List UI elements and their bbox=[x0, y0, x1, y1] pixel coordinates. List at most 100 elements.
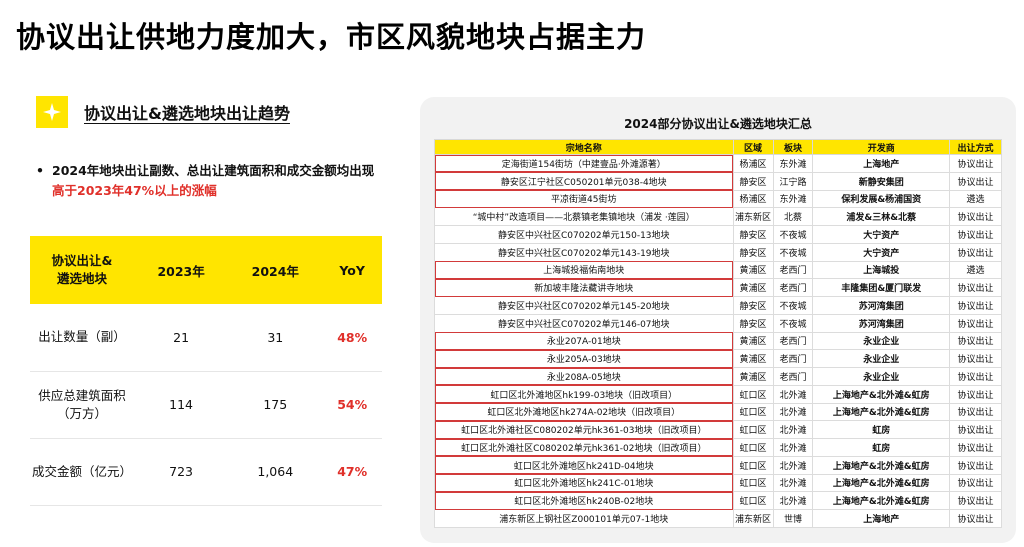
plot-row: 虹口区北外滩地区hk240B-02地块 虹口区 北外滩 上海地产&北外滩&虹房 协议出让 bbox=[434, 491, 1002, 510]
plot-method-cell: 协议出让 bbox=[949, 402, 1002, 422]
plot-name-cell: 虹口区北外滩地区hk199-03地块（旧改项目） bbox=[434, 384, 734, 404]
plots-header-district: 区域 bbox=[732, 139, 774, 155]
plot-developer-cell: 虹房 bbox=[812, 438, 951, 457]
plot-block-cell: 北外滩 bbox=[772, 438, 814, 457]
plot-method-cell: 协议出让 bbox=[949, 491, 1002, 510]
stats-yoy: 54% bbox=[322, 371, 382, 439]
stats-header-category: 协议出让& 遴选地块 bbox=[30, 236, 134, 304]
plot-row: 永业205A-03地块 黄浦区 老西门 永业企业 协议出让 bbox=[434, 349, 1002, 368]
plot-row: 静安区中兴社区C070202单元150-13地块 静安区 不夜城 大宁资产 协议出让 bbox=[434, 225, 1002, 244]
stats-header-2023: 2023年 bbox=[134, 236, 229, 304]
plot-row: 虹口区北外滩社区C080202单元hk361-02地块（旧改项目） 虹口区 北外滩虹… bbox=[434, 438, 1002, 457]
plot-district-cell: 黄浦区 bbox=[732, 278, 774, 297]
plot-district-cell: 虹口区 bbox=[732, 473, 774, 493]
stats-row: 成交金额（亿元） 723 1,064 47% bbox=[30, 438, 382, 506]
plots-table-title: 2024部分协议出让&遴选地块汇总 bbox=[624, 117, 812, 131]
plot-district-cell: 虹口区 bbox=[732, 420, 774, 439]
bullet-dot: • bbox=[36, 163, 44, 178]
plots-header-developer: 开发商 bbox=[812, 139, 951, 155]
plot-block-cell: 北蔡 bbox=[772, 207, 814, 226]
plot-row: “城中村”改造项目——北蔡镇老集镇地块（浦发 ·莲园） 浦东新区 北蔡 浦发&三林&北… bbox=[434, 207, 1002, 226]
plot-method-cell: 协议出让 bbox=[949, 420, 1002, 439]
plot-row: 虹口区北外滩地区hk199-03地块（旧改项目） 虹口区 北外滩 上海地产&北外滩&虹… bbox=[434, 384, 1002, 404]
plots-table: 宗地名称 区域 板块 开发商 出让方式 定海街道154街坊（中建壹品·外滩源著）… bbox=[434, 139, 1002, 528]
plot-row: 静安区中兴社区C070202单元146-07地块 静安区 不夜城 苏河湾集团 协议出让 bbox=[434, 313, 1002, 333]
page-title: 协议出让供地力度加大，市区风貌地块占据主力 bbox=[16, 20, 647, 54]
plot-name-cell: “城中村”改造项目——北蔡镇老集镇地块（浦发 ·莲园） bbox=[434, 207, 734, 226]
plot-block-cell: 北外滩 bbox=[772, 455, 814, 475]
plot-name-cell: 虹口区北外滩地区hk240B-02地块 bbox=[434, 491, 734, 510]
plot-developer-cell: 上海城投 bbox=[812, 260, 951, 280]
plot-district-cell: 虹口区 bbox=[732, 438, 774, 457]
plots-header-block: 板块 bbox=[772, 139, 814, 155]
bullet-body: 2024年地块出让副数、总出让建筑面积和成交金额均出现高于2023年47%以上的… bbox=[52, 161, 381, 201]
stats-label: 成交金额（亿元） bbox=[30, 438, 134, 506]
plot-district-cell: 虹口区 bbox=[732, 455, 774, 475]
plot-method-cell: 协议出让 bbox=[949, 154, 1002, 173]
plot-name-cell: 新加坡丰隆法藏讲寺地块 bbox=[434, 278, 734, 297]
plot-developer-cell: 苏河湾集团 bbox=[812, 313, 951, 333]
plot-row: 永业208A-05地块 黄浦区 老西门 永业企业 协议出让 bbox=[434, 367, 1002, 386]
plot-method-cell: 协议出让 bbox=[949, 225, 1002, 244]
plot-name-cell: 定海街道154街坊（中建壹品·外滩源著） bbox=[434, 154, 734, 173]
plot-district-cell: 虹口区 bbox=[732, 402, 774, 422]
plot-name-cell: 浦东新区上钢社区Z000101单元07-1地块 bbox=[434, 509, 734, 528]
section-header: 协议出让&遴选地块出让趋势 bbox=[36, 96, 290, 128]
plot-developer-cell: 永业企业 bbox=[812, 349, 951, 368]
plots-panel: 2024部分协议出让&遴选地块汇总 宗地名称 区域 板块 开发商 出让方式 定海… bbox=[420, 97, 1016, 543]
plot-name-cell: 静安区中兴社区C070202单元143-19地块 bbox=[434, 242, 734, 262]
plots-header-method: 出让方式 bbox=[949, 139, 1002, 155]
stats-row: 供应总建筑面积 （万方） 114 175 54% bbox=[30, 371, 382, 439]
plot-method-cell: 协议出让 bbox=[949, 367, 1002, 386]
plot-district-cell: 静安区 bbox=[732, 313, 774, 333]
plot-method-cell: 协议出让 bbox=[949, 278, 1002, 297]
plot-district-cell: 杨浦区 bbox=[732, 189, 774, 209]
plot-developer-cell: 保利发展&杨浦国资 bbox=[812, 189, 951, 209]
plot-district-cell: 黄浦区 bbox=[732, 367, 774, 386]
plot-name-cell: 虹口区北外滩地区hk274A-02地块（旧改项目） bbox=[434, 402, 734, 422]
plot-name-cell: 虹口区北外滩地区hk241C-01地块 bbox=[434, 473, 734, 493]
plot-row: 静安区中兴社区C070202单元145-20地块 静安区 不夜城 苏河湾集团 协议出让 bbox=[434, 296, 1002, 315]
plot-row: 虹口区北外滩社区C080202单元hk361-03地块（旧改项目） 虹口区 北外滩虹… bbox=[434, 420, 1002, 439]
plot-name-cell: 静安区中兴社区C070202单元150-13地块 bbox=[434, 225, 734, 244]
plot-block-cell: 北外滩 bbox=[772, 420, 814, 439]
plot-name-cell: 平凉街道45街坊 bbox=[434, 189, 734, 209]
plot-district-cell: 虹口区 bbox=[732, 491, 774, 510]
plot-row: 新加坡丰隆法藏讲寺地块 黄浦区 老西门 丰隆集团&厦门联发 协议出让 bbox=[434, 278, 1002, 297]
plot-name-cell: 虹口区北外滩社区C080202单元hk361-03地块（旧改项目） bbox=[434, 420, 734, 439]
plot-developer-cell: 上海地产 bbox=[812, 154, 951, 173]
plot-block-cell: 北外滩 bbox=[772, 491, 814, 510]
plot-developer-cell: 永业企业 bbox=[812, 367, 951, 386]
plot-district-cell: 浦东新区 bbox=[732, 207, 774, 226]
plot-name-cell: 静安区中兴社区C070202单元146-07地块 bbox=[434, 313, 734, 333]
plot-block-cell: 老西门 bbox=[772, 367, 814, 386]
plots-table-body: 定海街道154街坊（中建壹品·外滩源著） 杨浦区 东外滩 上海地产 协议出让 静安区江宁社… bbox=[434, 154, 1002, 528]
plot-block-cell: 东外滩 bbox=[772, 189, 814, 209]
stats-header-2024: 2024年 bbox=[228, 236, 323, 304]
plot-method-cell: 协议出让 bbox=[949, 242, 1002, 262]
plot-method-cell: 协议出让 bbox=[949, 296, 1002, 315]
summary-bullet: • 2024年地块出让副数、总出让建筑面积和成交金额均出现高于2023年47%以… bbox=[36, 161, 381, 201]
plot-developer-cell: 新静安集团 bbox=[812, 171, 951, 191]
plot-method-cell: 遴选 bbox=[949, 189, 1002, 209]
plot-method-cell: 协议出让 bbox=[949, 331, 1002, 351]
plot-name-cell: 永业205A-03地块 bbox=[434, 349, 734, 368]
plot-row: 平凉街道45街坊 杨浦区 东外滩 保利发展&杨浦国资 遴选 bbox=[434, 189, 1002, 209]
stats-header-yoy: YoY bbox=[322, 236, 382, 304]
stats-2023: 114 bbox=[134, 371, 229, 439]
plot-row: 浦东新区上钢社区Z000101单元07-1地块 浦东新区 世博 上海地产 协议出让 bbox=[434, 509, 1002, 528]
plot-block-cell: 不夜城 bbox=[772, 296, 814, 315]
plot-developer-cell: 上海地产&北外滩&虹房 bbox=[812, 384, 951, 404]
plot-method-cell: 遴选 bbox=[949, 260, 1002, 280]
plot-developer-cell: 苏河湾集团 bbox=[812, 296, 951, 315]
bullet-highlight: 高于2023年47%以上的涨幅 bbox=[52, 183, 217, 198]
plot-block-cell: 北外滩 bbox=[772, 384, 814, 404]
plot-method-cell: 协议出让 bbox=[949, 313, 1002, 333]
plot-name-cell: 永业207A-01地块 bbox=[434, 331, 734, 351]
plot-district-cell: 静安区 bbox=[732, 296, 774, 315]
plot-developer-cell: 上海地产&北外滩&虹房 bbox=[812, 455, 951, 475]
plot-block-cell: 江宁路 bbox=[772, 171, 814, 191]
stats-2024: 31 bbox=[228, 304, 323, 372]
plot-name-cell: 永业208A-05地块 bbox=[434, 367, 734, 386]
plot-district-cell: 静安区 bbox=[732, 171, 774, 191]
